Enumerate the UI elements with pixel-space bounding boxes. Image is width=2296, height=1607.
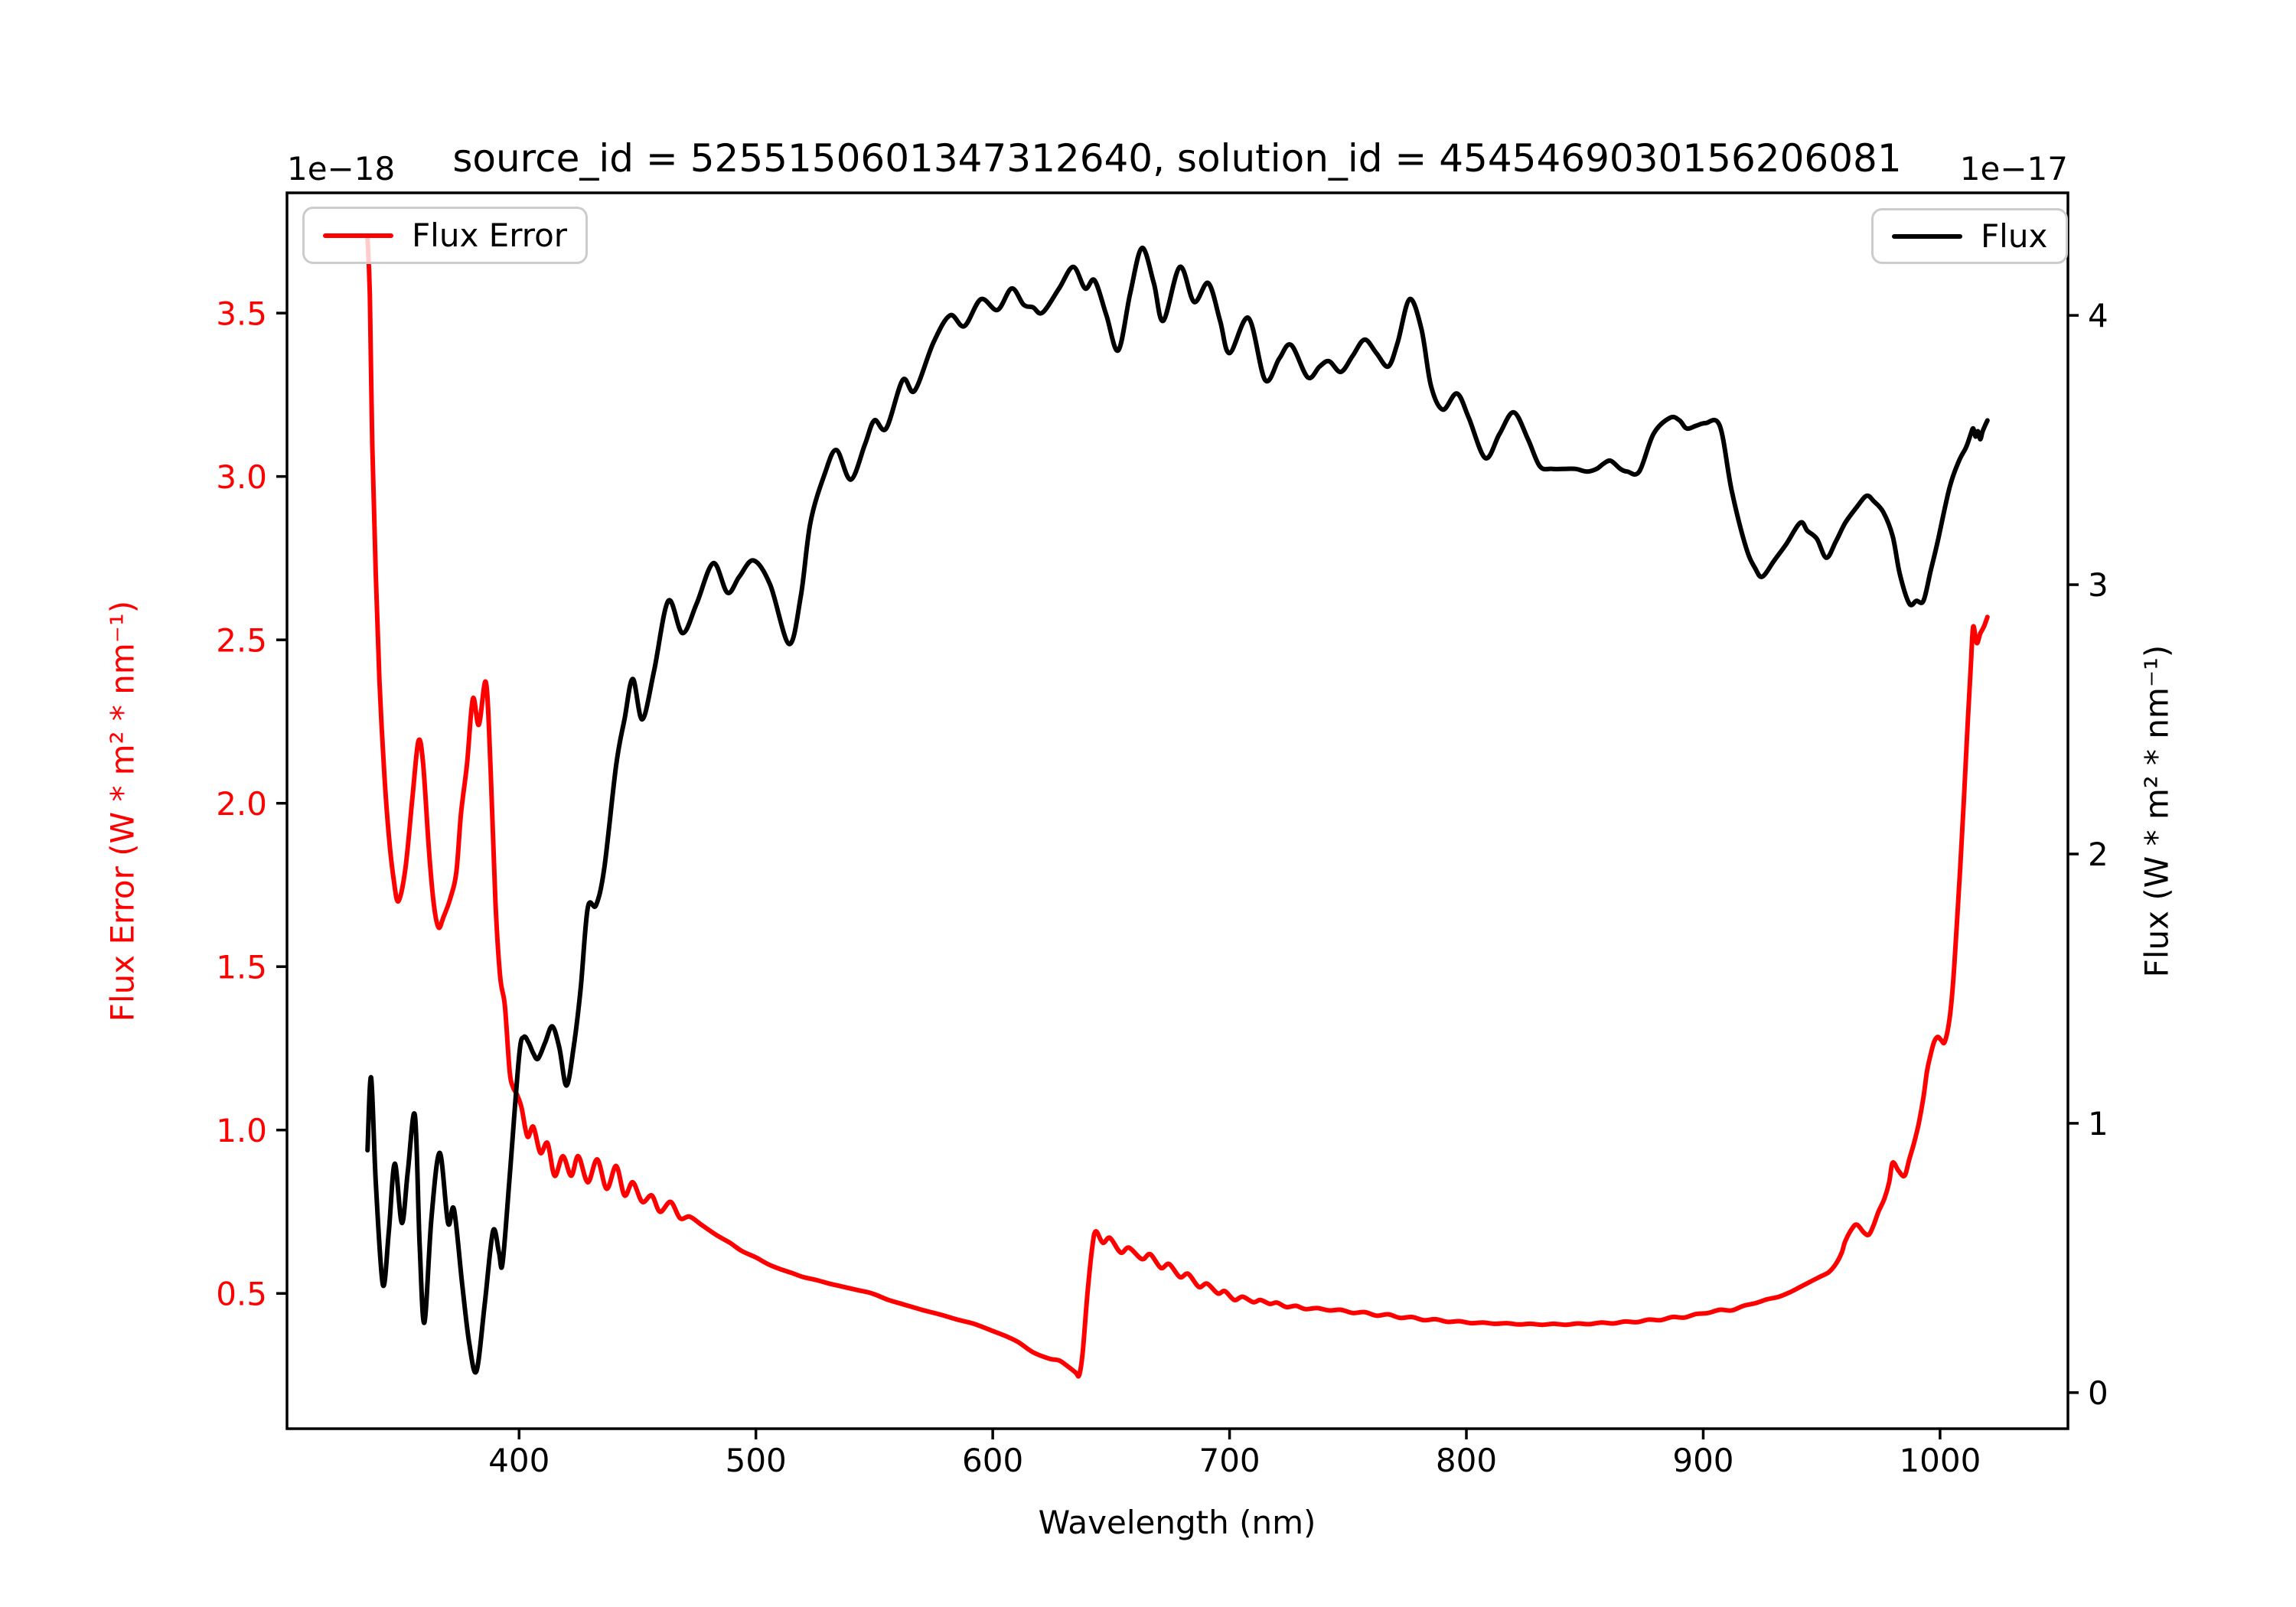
x-tick-label: 1000: [1899, 1442, 1981, 1479]
x-tick-label: 700: [1199, 1442, 1260, 1479]
right-y-tick-label: 4: [2088, 297, 2108, 334]
legend-flux-line-sample: [1892, 233, 1962, 239]
series-flux-error: [365, 235, 1990, 1379]
right-y-tick-label: 1: [2088, 1105, 2108, 1143]
legend-flux-error-label: Flux Error: [412, 217, 568, 254]
axes-spines: [285, 191, 2069, 1430]
left-y-tick-label: 2.5: [216, 621, 267, 659]
series-flux: [365, 246, 1990, 1375]
chart-title: source_id = 5255150601347312640, solutio…: [452, 136, 1902, 181]
left-y-tick-label: 1.0: [216, 1112, 267, 1149]
legend-flux-error: Flux Error: [302, 207, 589, 264]
x-tick-label: 600: [962, 1442, 1023, 1479]
right-axis-offset-text: 1e−17: [1959, 150, 2068, 187]
x-tick-label: 900: [1672, 1442, 1733, 1479]
right-y-tick-label: 0: [2088, 1374, 2108, 1412]
legend-flux: Flux: [1871, 208, 2069, 264]
x-tick-label: 400: [488, 1442, 550, 1479]
legend-flux-error-line-sample: [323, 233, 393, 238]
left-y-tick-label: 3.5: [216, 295, 267, 332]
x-axis-label: Wavelength (nm): [1038, 1504, 1316, 1541]
left-axis-offset-text: 1e−18: [287, 150, 396, 187]
legend-flux-label: Flux: [1981, 217, 2048, 255]
left-y-tick-label: 1.5: [216, 948, 267, 986]
right-y-tick-label: 3: [2088, 566, 2108, 604]
left-y-tick-label: 0.5: [216, 1275, 267, 1312]
left-y-tick-label: 2.0: [216, 785, 267, 823]
left-y-tick-label: 3.0: [216, 458, 267, 496]
x-tick-label: 500: [726, 1442, 787, 1479]
right-y-tick-label: 2: [2088, 836, 2108, 873]
x-tick-label: 800: [1436, 1442, 1497, 1479]
